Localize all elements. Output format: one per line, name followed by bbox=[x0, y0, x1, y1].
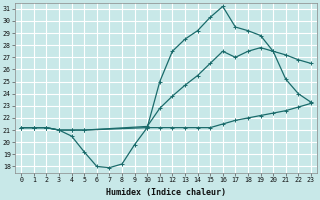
X-axis label: Humidex (Indice chaleur): Humidex (Indice chaleur) bbox=[106, 188, 226, 197]
